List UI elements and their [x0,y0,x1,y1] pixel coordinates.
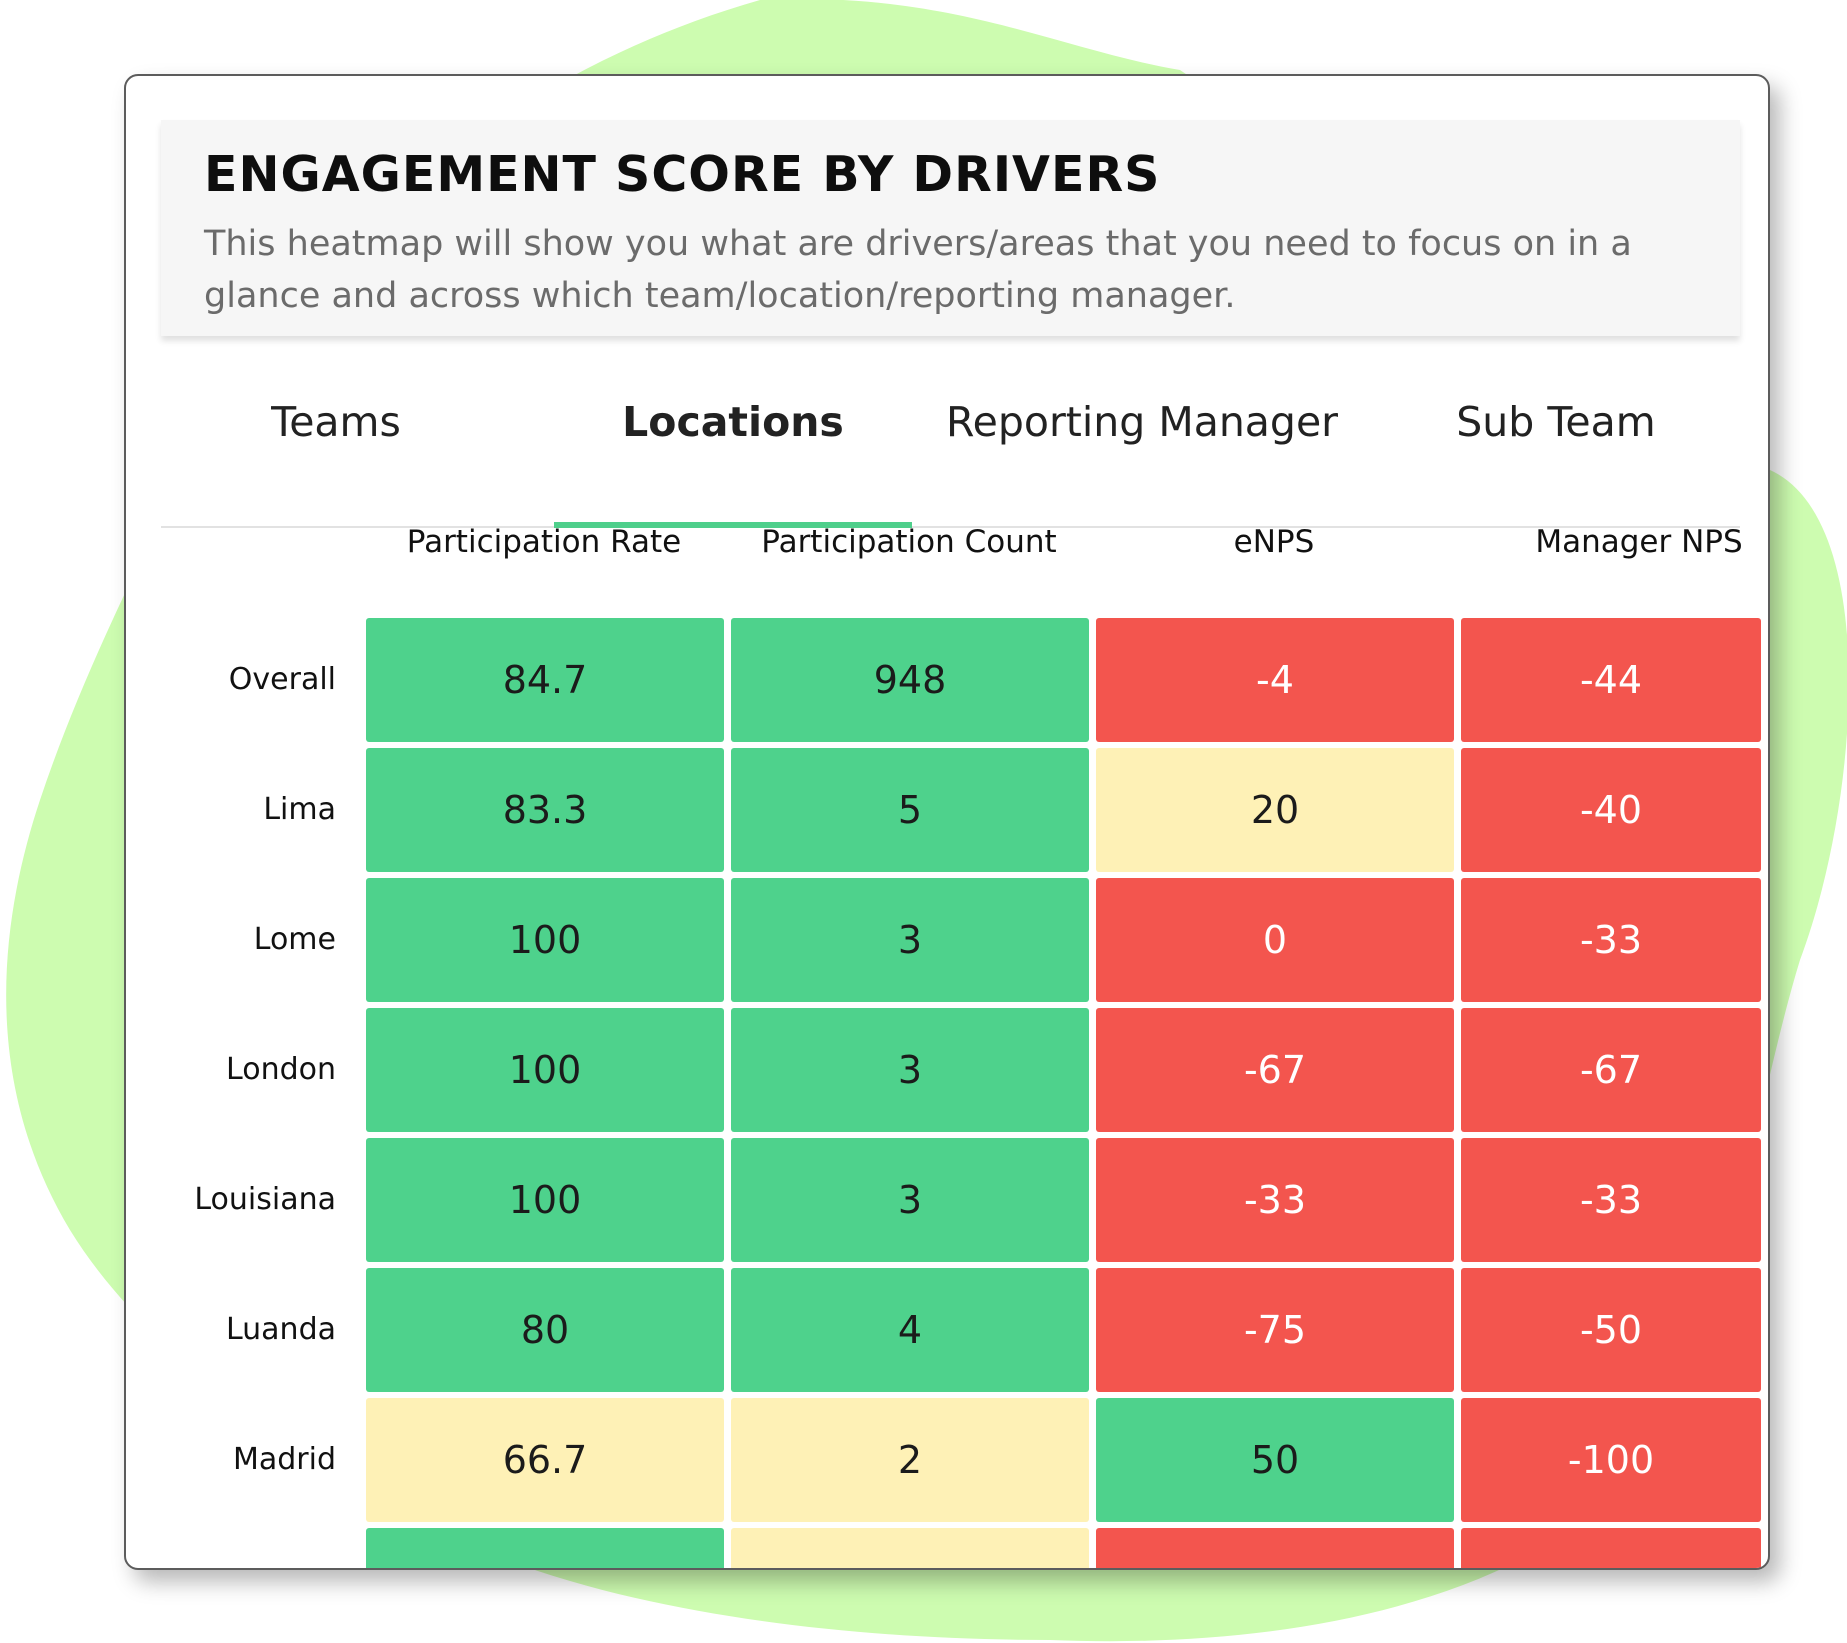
heatmap-cell-partial-row [366,1528,724,1568]
row-label-overall: Overall [228,662,336,697]
heatmap-cell-luanda-participation-rate: 80 [366,1268,724,1392]
heatmap-cell-overall-participation-rate: 84.7 [366,618,724,742]
row-label-lima: Lima [263,792,336,827]
heatmap-cell-lima-enps: 20 [1096,748,1454,872]
column-header-participation-rate: Participation Rate [406,524,682,560]
row-label-london: London [226,1052,336,1087]
tab-bar: Teams Locations Reporting Manager Sub Te… [161,372,1740,528]
column-header-enps: eNPS [1233,524,1315,560]
heatmap-cell-louisiana-manager-nps: -33 [1461,1138,1761,1262]
heatmap-cell-madrid-participation-count: 2 [731,1398,1089,1522]
heatmap-cell-london-manager-nps: -67 [1461,1008,1761,1132]
heatmap-cell-partial-row [1096,1528,1454,1568]
column-header-manager-nps: Manager NPS [1535,524,1743,560]
heatmap-cell-luanda-participation-count: 4 [731,1268,1089,1392]
heatmap-cell-london-participation-rate: 100 [366,1008,724,1132]
heatmap-cell-lima-participation-rate: 83.3 [366,748,724,872]
tab-locations[interactable]: Locations [554,372,912,528]
heatmap-cell-lima-manager-nps: -40 [1461,748,1761,872]
heatmap-cell-overall-manager-nps: -44 [1461,618,1761,742]
page-title: ENGAGEMENT SCORE BY DRIVERS [204,146,1161,203]
heatmap-cell-lome-participation-rate: 100 [366,878,724,1002]
row-label-luanda: Luanda [225,1312,336,1347]
column-header-participation-count: Participation Count [761,524,1057,560]
heatmap-cell-louisiana-enps: -33 [1096,1138,1454,1262]
row-label-madrid: Madrid [232,1442,336,1477]
row-label-lome: Lome [253,922,336,957]
heatmap-cell-madrid-participation-rate: 66.7 [366,1398,724,1522]
heatmap-cell-lima-participation-count: 5 [731,748,1089,872]
heatmap-cell-lome-participation-count: 3 [731,878,1089,1002]
heatmap-cell-overall-enps: -4 [1096,618,1454,742]
heatmap-cell-louisiana-participation-count: 3 [731,1138,1089,1262]
heatmap-card: ENGAGEMENT SCORE BY DRIVERS This heatmap… [124,74,1770,1570]
tab-label: Sub Team [1456,398,1656,446]
heatmap-cell-madrid-enps: 50 [1096,1398,1454,1522]
tab-label: Reporting Manager [945,398,1339,446]
card-header: ENGAGEMENT SCORE BY DRIVERS This heatmap… [161,120,1740,336]
heatmap-cell-london-enps: -67 [1096,1008,1454,1132]
heatmap-cell-partial-row [1461,1528,1761,1568]
page-subtitle: This heatmap will show you what are driv… [204,224,1632,316]
heatmap-cell-madrid-manager-nps: -100 [1461,1398,1761,1522]
tab-label: Locations [622,398,844,446]
heatmap-cell-louisiana-participation-rate: 100 [366,1138,724,1262]
heatmap-cell-lome-manager-nps: -33 [1461,878,1761,1002]
active-tab-indicator [554,522,912,528]
heatmap-cell-overall-participation-count: 948 [731,618,1089,742]
heatmap-cell-lome-enps: 0 [1096,878,1454,1002]
tab-reporting-manager[interactable]: Reporting Manager [912,372,1372,526]
heatmap-cell-luanda-manager-nps: -50 [1461,1268,1761,1392]
heatmap-cell-partial-row [731,1528,1089,1568]
tab-label: Teams [271,398,401,446]
row-label-louisiana: Louisiana [194,1182,336,1217]
heatmap-cell-luanda-enps: -75 [1096,1268,1454,1392]
heatmap-cell-london-participation-count: 3 [731,1008,1089,1132]
tab-teams[interactable]: Teams [161,372,511,526]
tab-sub-team[interactable]: Sub Team [1372,372,1740,526]
